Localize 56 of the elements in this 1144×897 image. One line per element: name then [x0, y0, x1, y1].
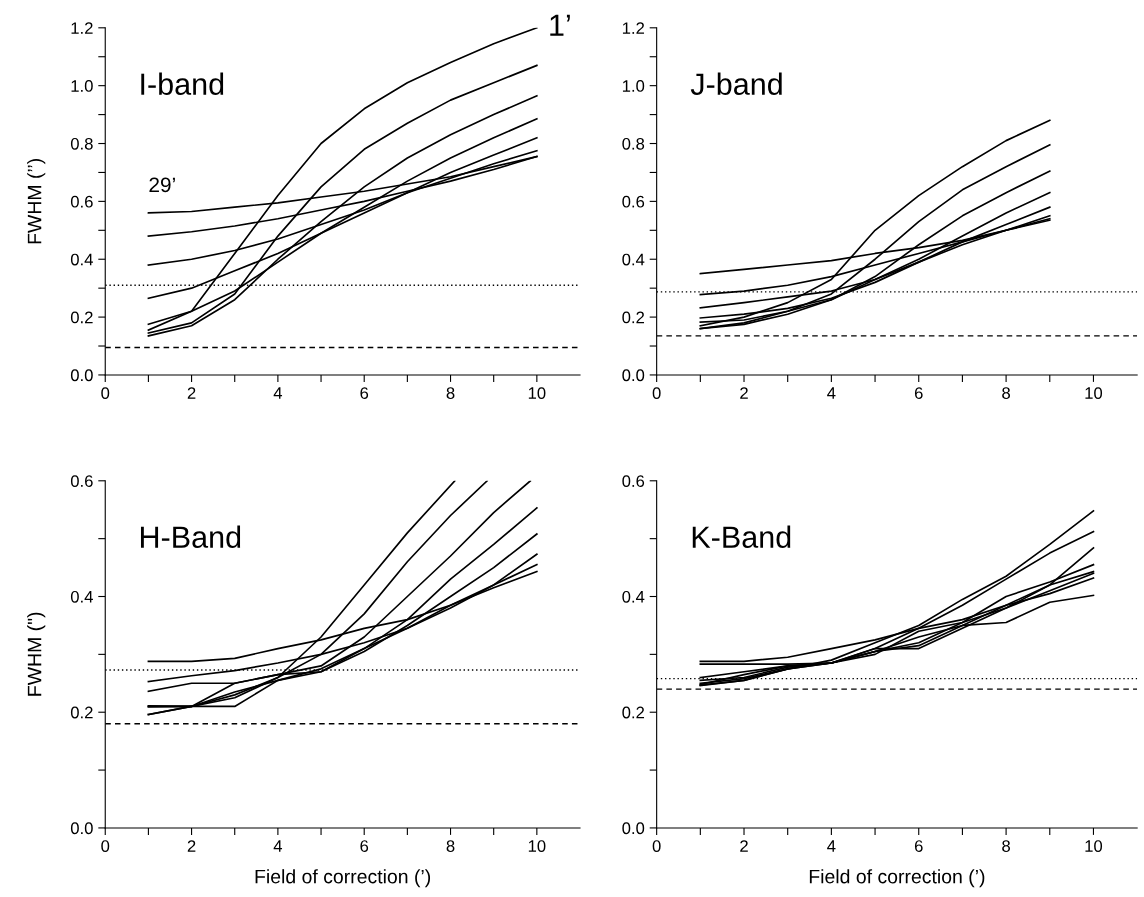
y-tick-label: 0.4 [622, 590, 645, 603]
x-tick-label: 8 [1002, 387, 1011, 399]
y-axis-title: FWHM (") [27, 612, 46, 696]
x-axis-title: Field of correction (’) [809, 869, 985, 888]
x-tick-label: 0 [652, 387, 661, 399]
x-axis-title: Field of correction (’) [255, 869, 431, 888]
x-tick-label: 10 [528, 840, 546, 852]
y-tick-label: 0.2 [622, 311, 645, 324]
y-tick-label: 1.2 [71, 22, 93, 34]
y-tick-label: 0.0 [622, 822, 645, 835]
x-tick-label: 4 [827, 840, 836, 852]
y-tick-label: 0.8 [70, 137, 93, 150]
x-tick-label: 2 [740, 840, 748, 852]
y-tick-label: 0.4 [70, 253, 93, 266]
text: I-band [141, 72, 224, 96]
y-tick-label: 0.6 [622, 475, 645, 487]
x-tick-label: 6 [360, 840, 369, 852]
y-tick-label: 0.4 [622, 253, 645, 266]
x-tick-label: 10 [528, 387, 546, 399]
y-tick-label: 0.0 [70, 822, 93, 835]
x-tick-label: 6 [914, 840, 923, 852]
y-tick-label: 1.2 [622, 22, 645, 34]
annotation: 1’ [550, 14, 570, 36]
y-axis-title: FWHM (’’) [27, 159, 46, 244]
y-tick-label: 0.6 [622, 195, 645, 208]
x-tick-label: 4 [273, 840, 283, 852]
x-tick-label: 0 [101, 840, 110, 852]
x-tick-label: 8 [446, 387, 455, 399]
x-tick-label: 0 [652, 840, 661, 852]
x-tick-label: 10 [1085, 387, 1103, 399]
y-tick-label: 0.2 [70, 706, 93, 719]
x-tick-label: 4 [273, 387, 283, 399]
x-tick-label: 8 [1002, 840, 1011, 852]
x-tick-label: 2 [740, 387, 748, 399]
x-tick-label: 8 [446, 840, 455, 852]
x-tick-label: 2 [187, 840, 196, 852]
text: J-band [690, 72, 782, 96]
y-tick-label: 0.0 [622, 369, 645, 382]
x-tick-label: 6 [360, 387, 369, 399]
text: K-Band [692, 525, 791, 549]
text: H-Band [140, 525, 241, 549]
y-tick-label: 0.4 [70, 590, 93, 603]
y-tick-label: 0.6 [70, 195, 93, 208]
y-tick-label: 1.0 [622, 80, 645, 92]
y-tick-label: 1.0 [71, 80, 93, 92]
y-tick-label: 0.0 [70, 369, 93, 382]
x-tick-label: 6 [914, 387, 923, 399]
y-tick-label: 0.2 [70, 311, 93, 324]
x-tick-label: 2 [187, 387, 196, 399]
x-tick-label: 4 [827, 387, 836, 399]
y-tick-label: 0.6 [70, 475, 93, 487]
x-tick-label: 10 [1085, 840, 1103, 852]
y-tick-label: 0.2 [622, 706, 645, 719]
x-tick-label: 0 [101, 387, 110, 399]
y-tick-label: 0.8 [622, 137, 645, 150]
annotation: 29’ [149, 177, 175, 193]
